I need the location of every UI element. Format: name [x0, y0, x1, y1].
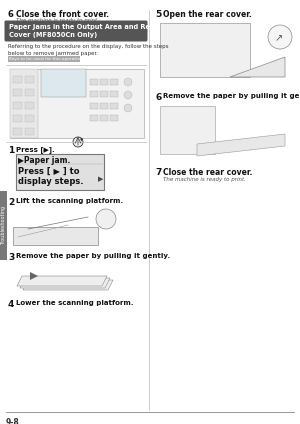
Text: Open the rear cover.: Open the rear cover.	[163, 10, 252, 19]
Polygon shape	[230, 57, 285, 77]
Text: 9-8: 9-8	[6, 418, 20, 424]
Bar	[10, 69, 38, 138]
Polygon shape	[13, 227, 98, 245]
Bar	[13, 115, 22, 122]
Bar	[10, 69, 144, 138]
Bar	[100, 91, 108, 97]
Text: 4: 4	[8, 300, 14, 309]
Bar	[110, 103, 118, 109]
Text: ▶Paper jam.: ▶Paper jam.	[18, 156, 70, 165]
Bar	[90, 115, 98, 121]
Bar	[110, 115, 118, 121]
Text: Referring to the procedure on the display, follow the steps: Referring to the procedure on the displa…	[8, 44, 169, 49]
Bar	[25, 128, 34, 135]
Polygon shape	[30, 272, 38, 280]
Text: Close the rear cover.: Close the rear cover.	[163, 168, 252, 177]
Text: Remove the paper by pulling it gently.: Remove the paper by pulling it gently.	[16, 253, 170, 259]
Bar	[90, 91, 98, 97]
Circle shape	[124, 91, 132, 99]
Text: ↗: ↗	[275, 33, 283, 43]
Polygon shape	[197, 134, 285, 156]
Text: 6: 6	[8, 10, 14, 19]
FancyBboxPatch shape	[4, 20, 148, 42]
Bar	[160, 106, 215, 154]
Text: Remove the paper by pulling it gently.: Remove the paper by pulling it gently.	[163, 93, 300, 99]
Text: 2: 2	[8, 198, 14, 207]
Polygon shape	[17, 276, 107, 286]
Text: display steps.: display steps.	[18, 177, 83, 186]
Bar	[25, 102, 34, 109]
Bar	[13, 128, 22, 135]
Bar	[100, 115, 108, 121]
Text: Lower the scanning platform.: Lower the scanning platform.	[16, 300, 134, 306]
Text: 3: 3	[8, 253, 14, 262]
Bar	[16, 154, 104, 190]
Bar	[13, 89, 22, 96]
Text: Lift the scanning platform.: Lift the scanning platform.	[16, 198, 123, 204]
Text: Press [▶].: Press [▶].	[16, 146, 55, 153]
Bar	[100, 79, 108, 85]
Text: 6: 6	[155, 93, 161, 102]
Text: below to remove jammed paper.: below to remove jammed paper.	[8, 51, 98, 56]
Bar	[0, 191, 7, 260]
Bar	[25, 89, 34, 96]
Bar	[90, 79, 98, 85]
Polygon shape	[20, 278, 110, 288]
Bar	[25, 76, 34, 83]
Text: 5: 5	[155, 10, 161, 19]
Bar	[13, 102, 22, 109]
Bar	[13, 76, 22, 83]
Text: The machine is ready to print.: The machine is ready to print.	[163, 177, 246, 182]
Text: Close the front cover.: Close the front cover.	[16, 10, 109, 19]
Circle shape	[124, 104, 132, 112]
FancyBboxPatch shape	[8, 56, 80, 62]
Bar	[25, 115, 34, 122]
Text: Press [ ▶ ] to: Press [ ▶ ] to	[18, 167, 80, 176]
Polygon shape	[23, 280, 113, 290]
Bar	[90, 103, 98, 109]
Text: 1: 1	[8, 146, 14, 155]
Text: Cover (MF8050Cn Only): Cover (MF8050Cn Only)	[9, 32, 97, 38]
Text: Paper Jams in the Output Area and Rear: Paper Jams in the Output Area and Rear	[9, 24, 158, 30]
Bar	[110, 79, 118, 85]
Text: Keys to be used for this operation: Keys to be used for this operation	[9, 57, 83, 61]
Text: Troubleshooting: Troubleshooting	[1, 206, 6, 245]
Circle shape	[73, 137, 83, 147]
Circle shape	[124, 78, 132, 86]
Circle shape	[96, 209, 116, 229]
Bar	[110, 91, 118, 97]
Text: The machine is ready to print.: The machine is ready to print.	[16, 18, 99, 23]
Text: ▶: ▶	[98, 176, 104, 182]
Bar	[100, 103, 108, 109]
Bar	[160, 23, 250, 77]
Circle shape	[268, 25, 292, 49]
Text: ▼: ▼	[80, 138, 83, 142]
Text: 7: 7	[155, 168, 161, 177]
Bar	[41, 69, 86, 97]
